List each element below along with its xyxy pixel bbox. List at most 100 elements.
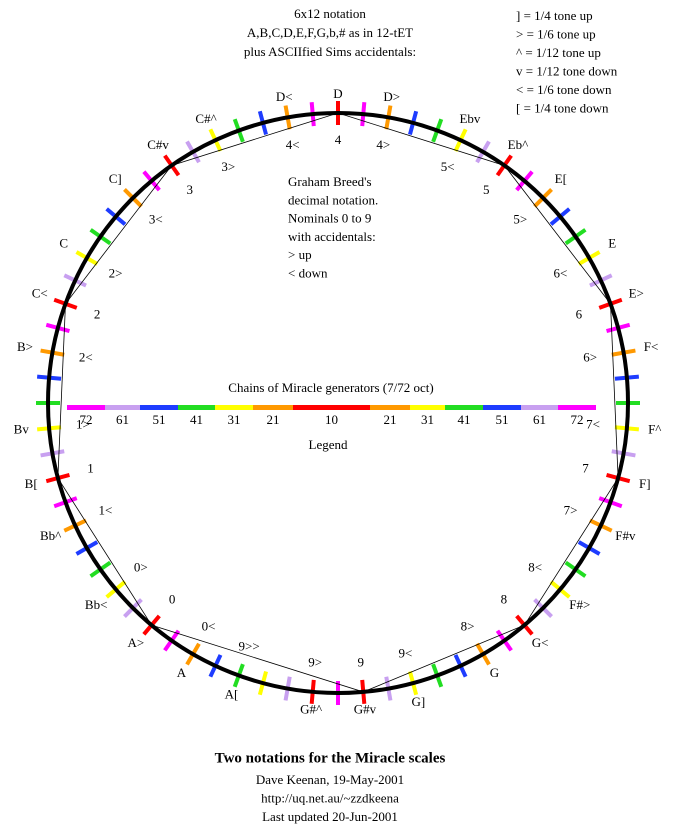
outer-label: G#v [354, 702, 377, 717]
outer-label: E[ [555, 171, 567, 186]
outer-label: D> [383, 89, 400, 104]
legend: 72 61 51 41 31 21 10 21 31 41 51 61 72 Chains of Mira… [67, 380, 596, 452]
legend-segment [215, 405, 253, 410]
inner-label: 4< [286, 137, 300, 152]
text-blocks: 6x12 notation A,B,C,D,E,F,G,b,# as in 12-… [215, 6, 618, 824]
inner-label: 4 [335, 132, 342, 147]
center-note-line: > up [288, 247, 312, 262]
footer-line: http://uq.net.au/~zzdkeena [261, 790, 399, 805]
legend-title: Chains of Miracle generators (7/72 oct) [228, 380, 433, 395]
header-line: plus ASCIIfied Sims accidentals: [244, 44, 416, 59]
inner-label: 2< [79, 350, 93, 365]
outer-label: D [333, 86, 342, 101]
footer-line: Last updated 20-Jun-2001 [262, 809, 398, 824]
key-line: ] = 1/4 tone up [516, 8, 593, 23]
inner-label: 9>> [239, 638, 260, 653]
outer-label: C< [32, 285, 48, 300]
inner-label: 2> [109, 266, 123, 281]
inner-label: 7< [586, 416, 600, 431]
inner-label: 0 [169, 592, 176, 607]
legend-label: 51 [496, 412, 509, 427]
inner-label: 3> [221, 159, 235, 174]
outer-label: Ebv [459, 111, 480, 126]
outer-label: C#v [147, 137, 169, 152]
inner-label: 1 [87, 460, 94, 475]
inner-label: 8 [501, 592, 508, 607]
inner-label: 8> [461, 618, 475, 633]
inner-label: 8< [528, 559, 542, 574]
outer-label: F#v [615, 528, 636, 543]
legend-segment [140, 405, 178, 410]
legend-label: 10 [325, 412, 338, 427]
legend-segment [558, 405, 596, 410]
outer-label: A> [128, 635, 145, 650]
note-labels: D 4 D> 4> Ebv 5< Eb^ 5 E[5> E 6< E> 6 F< 6> F^ 7< F] 7 F#v 7… [14, 86, 662, 717]
header-line: 6x12 notation [294, 6, 366, 21]
legend-label: 41 [458, 412, 471, 427]
legend-label: 61 [116, 412, 129, 427]
outer-label: A [177, 665, 187, 680]
outer-label: Bb^ [40, 528, 61, 543]
legend-label: 72 [571, 412, 584, 427]
legend-label: 72 [80, 412, 93, 427]
legend-label: 21 [384, 412, 397, 427]
key-line: ^ = 1/12 tone up [516, 45, 601, 60]
legend-segment [67, 405, 105, 410]
inner-label: 9< [398, 646, 412, 661]
legend-segment [445, 405, 483, 410]
center-note-line: Graham Breed's [288, 174, 372, 189]
inner-label: 7> [564, 502, 578, 517]
legend-label: 21 [267, 412, 280, 427]
inner-label: 6 [576, 306, 583, 321]
legend-segment [293, 405, 370, 410]
key-line: < = 1/6 tone down [516, 82, 612, 97]
outer-label: E> [629, 285, 644, 300]
legend-label: 31 [421, 412, 434, 427]
inner-label: 2 [94, 306, 101, 321]
inner-label: 7 [582, 460, 589, 475]
inner-label: 3< [149, 212, 163, 227]
center-note-line: Nominals 0 to 9 [288, 211, 371, 226]
center-note-line: with accidentals: [288, 229, 376, 244]
outer-label: G] [412, 694, 426, 709]
footer-line: Dave Keenan, 19-May-2001 [256, 772, 404, 787]
outer-label: C] [109, 171, 122, 186]
legend-segment [521, 405, 558, 410]
outer-label: B> [17, 339, 33, 354]
inner-label: 0> [134, 559, 148, 574]
legend-caption: Legend [309, 437, 348, 452]
footer-title: Two notations for the Miracle scales [215, 750, 446, 766]
inner-label: 6> [583, 350, 597, 365]
outer-label: E [608, 236, 616, 251]
key-line: v = 1/12 tone down [516, 63, 618, 78]
decimal-polygon [57, 112, 619, 693]
outer-label: A[ [225, 687, 239, 702]
inner-label: 5> [513, 212, 527, 227]
inner-label: 1< [99, 502, 113, 517]
legend-label: 61 [533, 412, 546, 427]
outer-label: C#^ [195, 111, 216, 126]
inner-label: 4> [376, 137, 390, 152]
outer-label: F< [644, 339, 659, 354]
legend-label: 31 [228, 412, 241, 427]
inner-label: 1> [76, 416, 90, 431]
outer-label: Eb^ [508, 137, 529, 152]
center-note-line: decimal notation. [288, 192, 378, 207]
legend-segment [483, 405, 521, 410]
outer-label: G< [532, 635, 549, 650]
key-line: [ = 1/4 tone down [516, 100, 609, 115]
outer-label: F^ [648, 422, 661, 437]
center-note-line: < down [288, 265, 328, 280]
legend-segment [178, 405, 215, 410]
legend-segment [105, 405, 140, 410]
legend-label: 51 [153, 412, 166, 427]
outer-label: F] [639, 476, 651, 491]
outer-label: C [59, 236, 68, 251]
legend-segment [410, 405, 445, 410]
legend-segment [370, 405, 410, 410]
outer-label: B[ [25, 476, 38, 491]
outer-label: F#> [569, 597, 590, 612]
outer-label: G [490, 665, 499, 680]
key-line: > = 1/6 tone up [516, 26, 596, 41]
